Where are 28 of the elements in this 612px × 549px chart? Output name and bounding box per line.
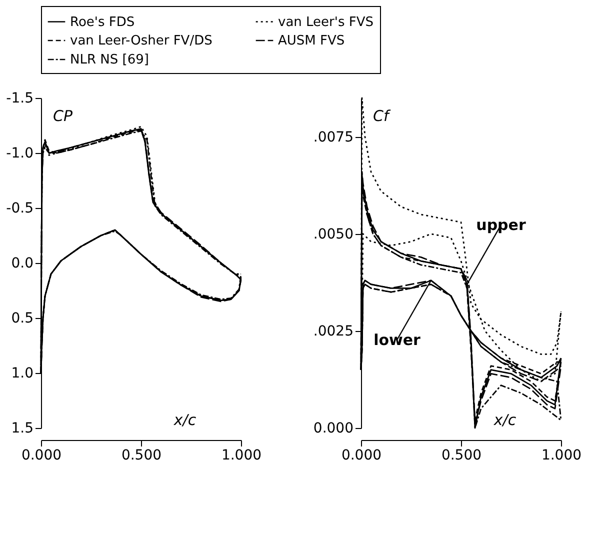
x-tick-label: 0.500 [441, 448, 482, 464]
y-axis-title: Cf [373, 107, 392, 125]
y-tick-label: 0.000 [313, 420, 354, 436]
y-tick-label: .0075 [313, 129, 354, 146]
annotation: lower [374, 330, 422, 349]
x-axis-title: x/c [492, 411, 517, 429]
legend-label: van Leer's FVS [278, 14, 374, 30]
y-tick-label: .0050 [313, 226, 354, 242]
y-tick-label: 1.0 [11, 366, 34, 382]
y-tick-label: 1.5 [11, 420, 34, 436]
x-tick-label: 0.000 [21, 448, 62, 464]
x-tick-label: 0.000 [341, 448, 382, 464]
annotation: upper [476, 216, 526, 234]
y-tick-label: -1.5 [6, 90, 34, 106]
x-tick-label: 1.000 [221, 448, 262, 464]
y-tick-label: -1.0 [6, 146, 34, 162]
y-tick-label: -0.5 [6, 200, 34, 216]
y-tick-label: 0.0 [11, 256, 34, 272]
y-tick-label: .0025 [313, 323, 354, 340]
x-axis-title: x/c [172, 411, 197, 429]
legend-label: van Leer-Osher FV/DS [70, 34, 212, 48]
y-axis-title: CP [53, 107, 74, 125]
legend-label: Roe's FDS [70, 14, 135, 30]
x-tick-label: 1.000 [541, 448, 582, 464]
x-tick-label: 0.500 [121, 448, 162, 464]
legend-label: NLR NS [69] [70, 52, 149, 68]
legend-label: AUSM FVS [278, 34, 345, 48]
y-tick-label: 0.5 [11, 310, 34, 326]
